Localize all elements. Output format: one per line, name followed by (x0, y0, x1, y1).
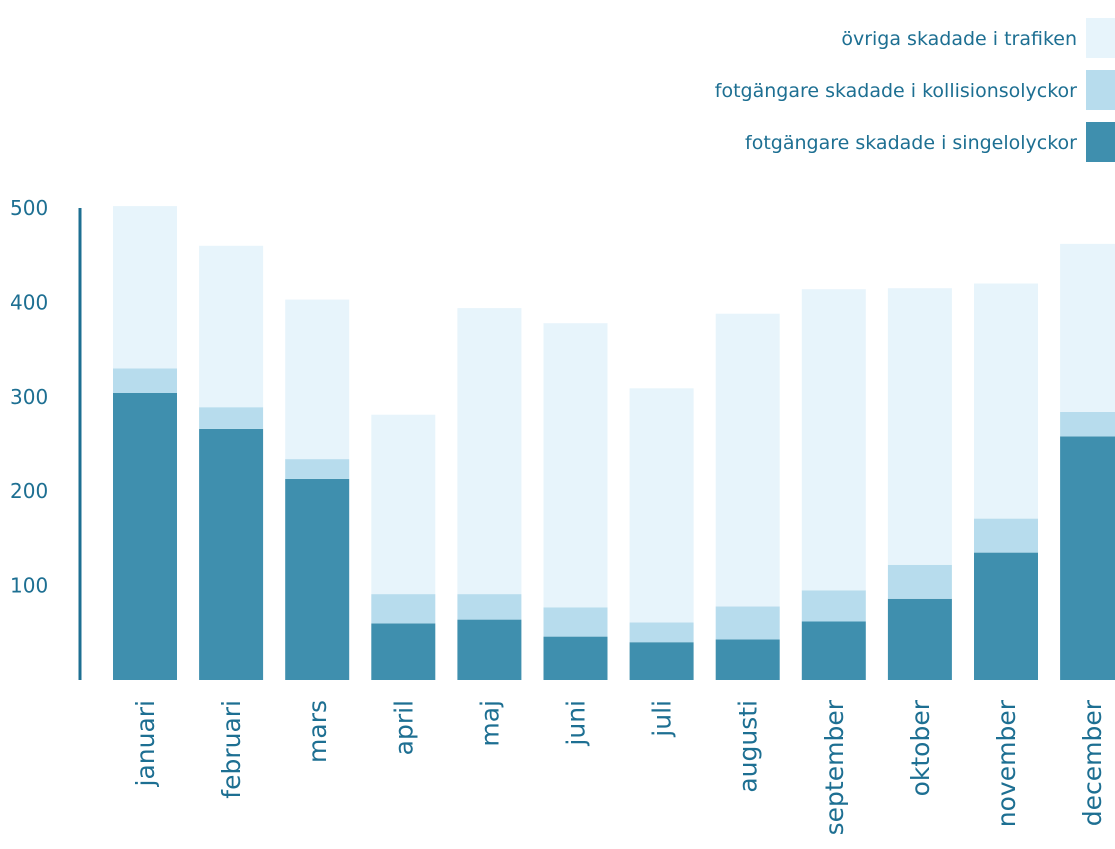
bar-september-series-2 (801, 590, 866, 622)
x-label-juli: juli (648, 700, 677, 738)
x-label-mars: mars (303, 700, 332, 763)
bar-april-series-2 (371, 594, 436, 624)
x-label-april: april (389, 700, 418, 755)
bar-oktober-series-2 (887, 564, 952, 599)
x-label-september: september (820, 699, 849, 835)
bar-april-series-3 (371, 414, 436, 595)
y-axis: 100 200 300 400 500 (10, 196, 82, 680)
legend-swatch-2 (1086, 70, 1115, 110)
bar-maj-series-2 (457, 594, 522, 620)
x-label-augusti: augusti (734, 700, 763, 793)
bar-februari-series-1 (199, 428, 264, 680)
bar-oktober-series-1 (887, 598, 952, 680)
x-label-januari: januari (131, 700, 160, 788)
bar-augusti-series-1 (715, 639, 780, 680)
legend-label-3: fotgängare skadade i singelolyckor (745, 132, 1077, 154)
y-tick-label-200: 200 (10, 479, 48, 503)
bar-september-series-1 (801, 621, 866, 680)
bar-oktober-series-3 (887, 288, 952, 565)
bar-mars-series-2 (285, 459, 350, 479)
x-label-juni: juni (562, 700, 591, 747)
legend: övriga skadade i trafiken fotgängare skad… (715, 18, 1115, 162)
legend-swatch-3 (1086, 122, 1115, 162)
bar-januari-series-1 (113, 393, 177, 680)
bar-augusti-series-3 (715, 313, 780, 607)
bar-september-series-3 (801, 289, 866, 591)
bar-augusti-series-2 (715, 606, 780, 640)
bar-juli-series-2 (629, 622, 694, 643)
bar-februari-series-2 (199, 407, 264, 429)
bar-december-series-3 (1060, 243, 1115, 412)
bar-april-series-1 (371, 623, 436, 680)
x-label-december: december (1078, 699, 1107, 826)
legend-label-1: övriga skadade i trafiken (841, 28, 1077, 50)
bar-januari-series-2 (113, 368, 177, 393)
bar-januari-series-3 (113, 206, 177, 369)
bar-december-series-1 (1060, 436, 1115, 680)
bar-mars-series-3 (285, 299, 350, 460)
bar-juli-series-3 (629, 388, 694, 623)
bar-november-series-1 (974, 552, 1038, 680)
y-tick-label-300: 300 (10, 385, 48, 409)
legend-label-2: fotgängare skadade i kollisionsolyckor (715, 80, 1077, 102)
bar-maj-series-1 (457, 619, 522, 680)
x-label-november: november (992, 699, 1021, 827)
bar-juni-series-2 (543, 607, 608, 637)
x-axis-labels: januari februari mars april maj juni juli augus… (131, 699, 1107, 835)
y-tick-label-400: 400 (10, 290, 48, 314)
bar-november-series-2 (974, 518, 1038, 553)
bar-juni-series-3 (543, 323, 608, 608)
y-tick-label-500: 500 (10, 196, 48, 220)
bars (113, 206, 1115, 680)
bar-maj-series-3 (457, 308, 522, 595)
y-tick-label-100: 100 (10, 574, 48, 598)
bar-november-series-3 (974, 283, 1038, 519)
bar-december-series-2 (1060, 411, 1115, 437)
legend-swatch-1 (1086, 18, 1115, 58)
x-label-februari: februari (217, 700, 246, 799)
bar-februari-series-3 (199, 245, 264, 408)
bar-juli-series-1 (629, 642, 694, 680)
x-label-maj: maj (475, 700, 504, 747)
bar-juni-series-1 (543, 636, 608, 680)
bar-mars-series-1 (285, 478, 350, 680)
x-label-oktober: oktober (906, 699, 935, 796)
